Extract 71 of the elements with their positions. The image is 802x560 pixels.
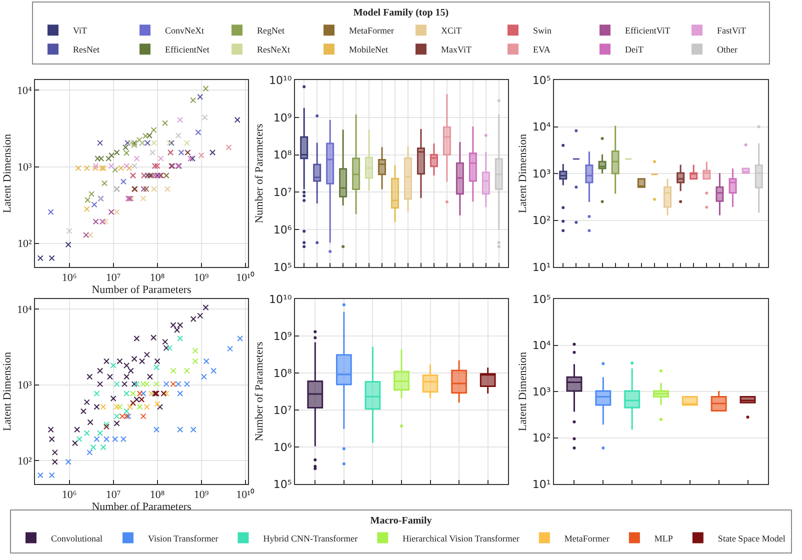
legend-title: Macro-Family: [370, 515, 432, 526]
x-tick-label: 10⁶: [62, 272, 77, 284]
x-tick-label: 10⁷: [106, 272, 121, 284]
x-tick-label: 10⁸: [150, 489, 165, 502]
y-axis-title: Number of Parameters: [254, 342, 266, 442]
legend-label: DeiT: [625, 44, 644, 55]
y-tick-label: 10⁴: [532, 120, 552, 134]
legend-label: Hierarchical Vision Transformer: [402, 533, 520, 544]
x-tick-label: 10¹⁰: [236, 271, 254, 284]
y-tick-label: 10⁴: [16, 304, 32, 316]
y-tick-label: 10³: [532, 167, 551, 180]
legend-title: Model Family (top 15): [353, 8, 449, 19]
legend-label: Swin: [533, 26, 552, 36]
x-tick-label: 10⁹: [194, 489, 209, 502]
y-tick-label: 10⁵: [532, 74, 551, 87]
legend-label: EfficientViT: [625, 26, 671, 36]
legend-label: FastViT: [717, 26, 746, 36]
legend-label: RegNet: [257, 26, 285, 36]
y-tick-label: 10⁴: [532, 339, 552, 352]
y-tick-label: 10⁴: [16, 85, 32, 98]
x-tick-label: 10⁷: [106, 489, 121, 502]
legend-label: ResNet: [73, 44, 100, 55]
y-tick-label: 10⁶: [273, 223, 292, 236]
y-tick-label: 10²: [17, 455, 32, 468]
legend-label: MLP: [654, 533, 673, 544]
y-tick-label: 10⁵: [532, 292, 551, 306]
y-tick-label: 10¹⁰: [268, 292, 292, 306]
legend-label: XCiT: [441, 26, 462, 36]
y-tick-label: 10¹⁰: [268, 74, 292, 87]
y-tick-label: 10⁹: [273, 330, 292, 343]
y-axis-title: Number of Parameters: [254, 124, 266, 224]
legend-label: MobileNet: [349, 44, 388, 55]
x-axis-title: Number of Parameters: [92, 501, 192, 514]
legend-label: Vision Transformer: [148, 533, 218, 544]
y-tick-label: 10⁷: [273, 404, 292, 417]
legend-label: ConvNeXt: [165, 26, 204, 36]
legend-label: Hybrid CNN-Transformer: [263, 533, 358, 544]
y-tick-label: 10⁷: [273, 186, 292, 200]
y-tick-label: 10⁹: [273, 111, 292, 124]
x-axis-title: Number of Parameters: [92, 284, 192, 296]
legend-label: State Space Model: [718, 533, 786, 544]
y-tick-label: 10⁵: [273, 260, 292, 274]
legend-label: EfficientNet: [165, 44, 210, 55]
y-tick-label: 10³: [17, 380, 32, 392]
y-tick-label: 10³: [17, 162, 32, 174]
y-axis-title: Latent Dimension: [517, 351, 530, 432]
legend-label: MetaFormer: [564, 533, 610, 544]
y-tick-label: 10²: [532, 214, 551, 228]
legend-label: ResNeXt: [257, 44, 290, 55]
legend-label: Convolutional: [51, 533, 103, 544]
y-tick-label: 10²: [532, 432, 551, 445]
y-tick-label: 10³: [532, 385, 551, 398]
x-tick-label: 10⁶: [62, 489, 77, 502]
x-tick-label: 10⁸: [150, 272, 165, 284]
y-tick-label: 10⁶: [273, 440, 292, 454]
x-tick-label: 10¹⁰: [236, 488, 254, 502]
legend-label: Other: [717, 44, 738, 55]
y-tick-label: 10¹: [532, 478, 551, 491]
legend-label: MaxViT: [441, 44, 472, 55]
legend-label: EVA: [533, 44, 551, 55]
y-tick-label: 10²: [17, 238, 32, 250]
y-tick-label: 10⁸: [273, 366, 292, 380]
y-axis-title: Latent Dimension: [517, 133, 530, 214]
legend-label: MetaFormer: [349, 26, 394, 36]
x-tick-label: 10⁹: [194, 272, 209, 284]
y-axis-title: Latent Dimension: [2, 133, 14, 214]
y-axis-title: Latent Dimension: [2, 351, 14, 432]
legend-label: ViT: [73, 26, 88, 36]
y-tick-label: 10¹: [532, 260, 551, 274]
y-tick-label: 10⁵: [273, 478, 292, 491]
y-tick-label: 10⁸: [273, 148, 292, 162]
